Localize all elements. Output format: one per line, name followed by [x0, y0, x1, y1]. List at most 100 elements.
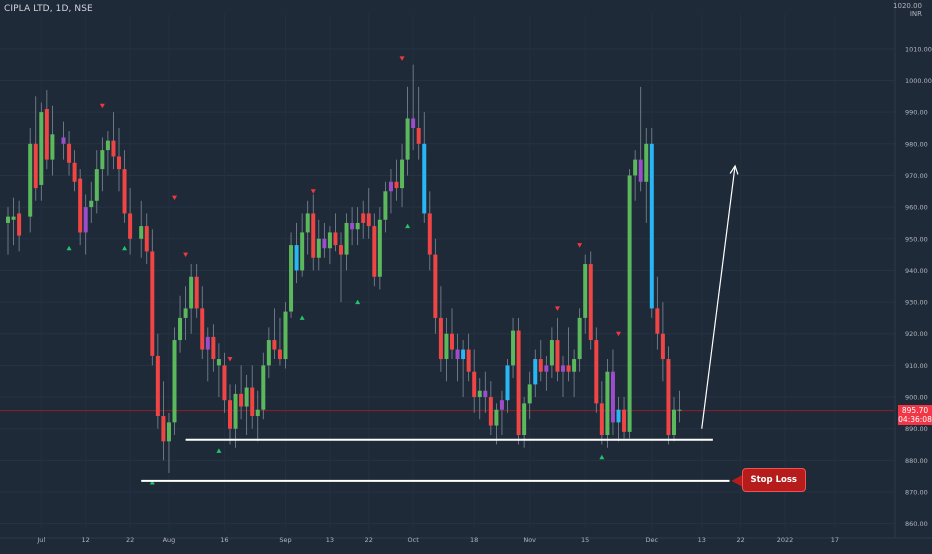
candle-body: [516, 330, 521, 436]
currency-unit: INR: [909, 10, 922, 18]
candle-body: [605, 371, 610, 436]
candle-body: [561, 365, 565, 372]
price-tick-label: 940.00: [905, 267, 928, 275]
candle-body: [166, 422, 171, 442]
time-tick-label: 13: [698, 536, 706, 544]
time-axis: Jul 12 22 Aug 16 Sep 13 22 Oct 18 Nov 15 Dec 13 22 2022…: [0, 536, 932, 544]
sell-marker: [99, 103, 105, 109]
candle-body: [466, 349, 471, 372]
candle-body: [405, 118, 410, 160]
sell-marker: [577, 243, 583, 248]
candle-body: [222, 365, 227, 401]
candle-body: [178, 317, 183, 341]
price-tick-label: 930.00: [905, 299, 928, 307]
candle-body: [644, 143, 649, 182]
time-tick-label: 22: [736, 536, 744, 544]
candle-body: [372, 226, 377, 277]
grid-lines: [0, 14, 895, 530]
candle-body: [211, 336, 216, 360]
candle-body: [150, 251, 155, 356]
price-tick-label: 860.00: [905, 520, 928, 528]
sell-marker: [183, 252, 189, 258]
time-tick-label: Jul: [36, 536, 45, 544]
target-arrow-shaft: [701, 165, 736, 429]
candle-body: [139, 226, 144, 239]
candle-body: [255, 409, 260, 417]
candle-body: [394, 181, 399, 189]
candle-body: [361, 213, 366, 223]
candle-body: [672, 409, 676, 436]
buy-marker: [122, 245, 128, 251]
sell-marker: [399, 56, 405, 61]
time-tick-label: 16: [220, 536, 228, 544]
time-tick-label: 18: [470, 536, 478, 544]
stop-loss-label[interactable]: Stop Loss: [741, 467, 806, 492]
candle-body: [250, 387, 255, 417]
candle-body: [289, 245, 294, 312]
candle-body: [549, 340, 554, 366]
sell-marker: [554, 306, 560, 311]
candle-body: [400, 159, 405, 189]
candle-body: [649, 143, 654, 309]
candle-body: [128, 213, 133, 239]
candle-body: [122, 169, 127, 214]
candle-body: [6, 216, 10, 223]
stop-loss-pointer: [731, 474, 743, 487]
candle-body: [300, 232, 305, 271]
candle-body: [144, 226, 149, 252]
candle-body: [67, 143, 72, 163]
candle-body: [244, 387, 249, 407]
price-tick-label: 910.00: [905, 362, 928, 370]
candle-body: [94, 169, 99, 201]
candle-body: [44, 108, 49, 160]
price-tick-label: 880.00: [905, 457, 928, 465]
time-tick-label: Dec: [646, 536, 659, 544]
candle-body: [261, 365, 266, 410]
candle-body: [383, 191, 388, 220]
time-tick-label: Aug: [163, 536, 176, 544]
candle-body: [444, 333, 449, 360]
time-tick-label: 15: [581, 536, 589, 544]
candle-body: [577, 317, 582, 360]
candle-body: [477, 390, 482, 398]
candle-body: [305, 213, 310, 233]
price-tick-label: 890.00: [905, 425, 928, 433]
candle-body: [344, 222, 349, 255]
time-tick-label: Nov: [523, 536, 536, 544]
candle-body: [183, 308, 188, 318]
buy-marker: [599, 454, 605, 460]
sell-marker: [310, 189, 316, 194]
last-price-value: 895.70: [901, 405, 929, 415]
candle-body: [33, 143, 38, 189]
candle-body: [438, 317, 443, 360]
candle-body: [366, 213, 371, 227]
candle-body: [83, 207, 88, 233]
price-tick-label: 900.00: [905, 394, 928, 402]
buy-marker: [66, 245, 72, 251]
candle-body: [622, 409, 627, 432]
time-tick-label: Oct: [408, 536, 420, 544]
candle-body: [377, 219, 382, 277]
candle-body: [566, 365, 571, 372]
time-tick-label: 12: [82, 536, 90, 544]
target-arrow: [701, 164, 739, 429]
candle-body: [322, 238, 327, 249]
candle-body: [327, 232, 332, 249]
candle-body: [339, 245, 343, 255]
price-tick-label: 1000.00: [905, 77, 932, 85]
candle-body: [100, 150, 105, 170]
candle-body: [599, 403, 604, 436]
candle-body: [205, 336, 210, 350]
candle-body: [239, 393, 244, 407]
candle-body: [527, 384, 532, 404]
candle-body: [17, 213, 22, 236]
candle-body: [172, 340, 177, 423]
candle-body: [505, 365, 510, 401]
candle-body: [594, 340, 599, 404]
candle-body: [277, 349, 282, 360]
candle-body: [555, 340, 560, 372]
time-tick-label: 22: [365, 536, 373, 544]
candle-body: [633, 159, 638, 176]
